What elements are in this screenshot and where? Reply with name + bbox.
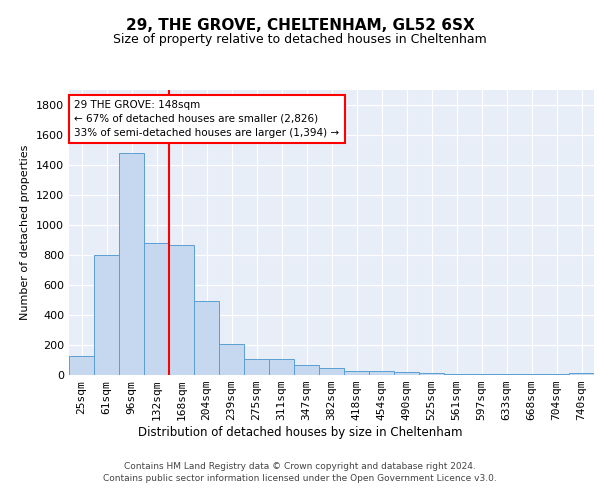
Bar — [194, 300, 219, 375]
Bar — [544, 374, 569, 375]
Text: 29 THE GROVE: 148sqm
← 67% of detached houses are smaller (2,826)
33% of semi-de: 29 THE GROVE: 148sqm ← 67% of detached h… — [74, 100, 340, 138]
Bar — [319, 368, 344, 375]
Bar — [444, 374, 469, 375]
Text: Contains HM Land Registry data © Crown copyright and database right 2024.
Contai: Contains HM Land Registry data © Crown c… — [103, 462, 497, 483]
Bar — [494, 374, 519, 375]
Bar — [119, 153, 144, 375]
Bar — [519, 374, 544, 375]
Bar — [169, 244, 194, 375]
Bar — [369, 370, 394, 375]
Bar — [569, 373, 594, 375]
Bar — [294, 364, 319, 375]
Bar — [469, 374, 494, 375]
Y-axis label: Number of detached properties: Number of detached properties — [20, 145, 31, 320]
Text: Size of property relative to detached houses in Cheltenham: Size of property relative to detached ho… — [113, 32, 487, 46]
Bar — [419, 373, 444, 375]
Bar — [269, 358, 294, 375]
Text: Distribution of detached houses by size in Cheltenham: Distribution of detached houses by size … — [138, 426, 462, 439]
Bar — [394, 372, 419, 375]
Bar — [144, 243, 169, 375]
Text: 29, THE GROVE, CHELTENHAM, GL52 6SX: 29, THE GROVE, CHELTENHAM, GL52 6SX — [125, 18, 475, 32]
Bar — [94, 255, 119, 375]
Bar — [219, 344, 244, 375]
Bar — [344, 370, 369, 375]
Bar — [69, 356, 94, 375]
Bar — [244, 358, 269, 375]
